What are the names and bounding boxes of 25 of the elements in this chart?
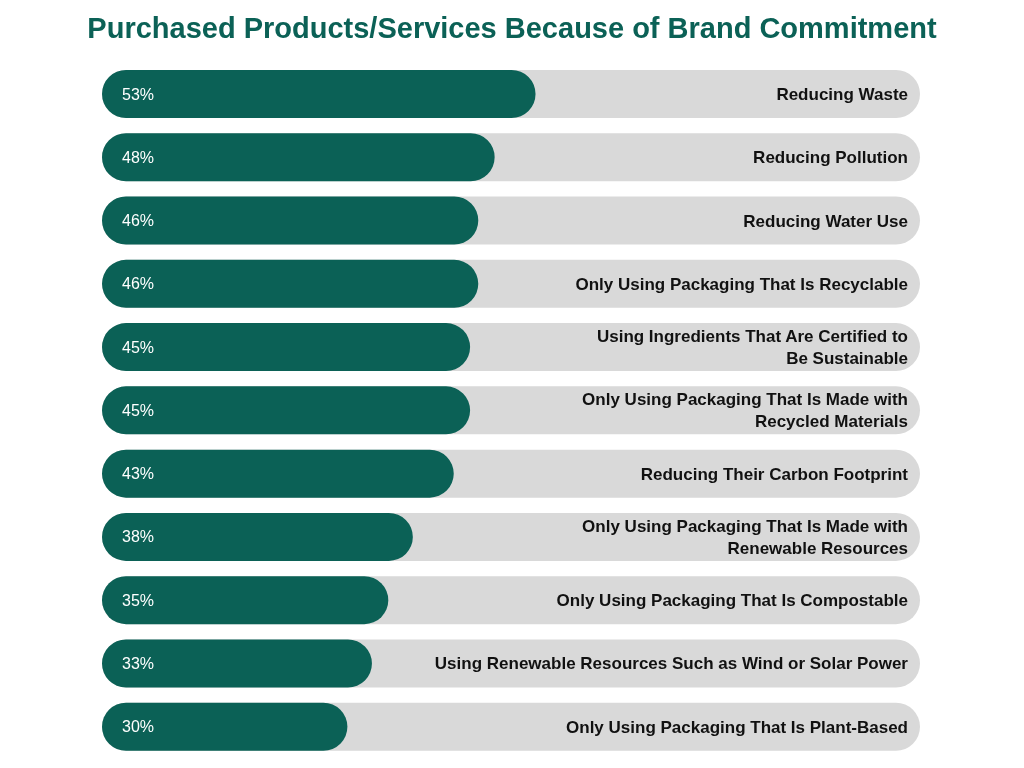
y-tick-label: Reducing Pollution bbox=[753, 147, 908, 167]
y-tick-label: Only Using Packaging That Is Plant-Based bbox=[566, 717, 908, 737]
data-label: 48% bbox=[122, 148, 155, 166]
data-label: 46% bbox=[122, 275, 155, 293]
data-label: 45% bbox=[122, 338, 155, 356]
data-label: 46% bbox=[122, 212, 155, 230]
y-tick-label: Using Ingredients That Are Certified to Be Sustainable bbox=[596, 326, 908, 368]
bar bbox=[102, 702, 348, 751]
data-label: 35% bbox=[122, 591, 155, 609]
y-tick-label: Using Renewable Resources Such as Wind or Solar Power bbox=[434, 653, 909, 673]
data-label: 38% bbox=[122, 528, 155, 546]
y-tick-label: Only Using Packaging That Is Made with Renewable Resources bbox=[582, 516, 908, 558]
data-label: 43% bbox=[122, 465, 155, 483]
data-label: 45% bbox=[122, 401, 155, 419]
y-tick-label: Only Using Packaging That Is Recyclable bbox=[575, 274, 908, 294]
data-label: 33% bbox=[122, 654, 155, 672]
y-tick-label: Reducing Waste bbox=[776, 84, 908, 104]
data-label: 53% bbox=[122, 85, 155, 103]
data-label: 30% bbox=[122, 718, 155, 736]
chart-title: Purchased Products/Services Because of Brand Commitment bbox=[86, 11, 938, 46]
y-tick-label: Only Using Packaging That Is Made with Recycled Materials bbox=[582, 389, 908, 431]
y-tick-label: Reducing Their Carbon Footprint bbox=[640, 464, 909, 484]
y-tick-label: Only Using Packaging That Is Compostable bbox=[556, 590, 908, 610]
y-tick-label: Reducing Water Use bbox=[743, 211, 908, 231]
bar bbox=[102, 639, 372, 688]
